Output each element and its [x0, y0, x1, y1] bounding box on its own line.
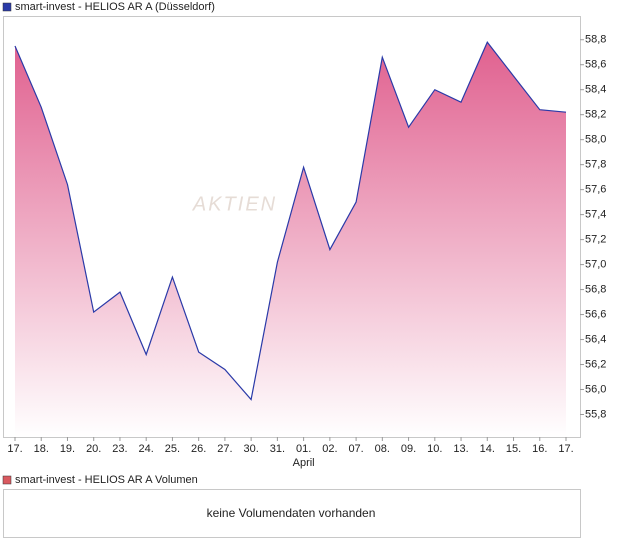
x-tick-label: 15. — [506, 443, 521, 455]
y-tick-label: 57,6 — [585, 184, 606, 196]
x-tick-label: 07. — [348, 443, 363, 455]
volume-box — [3, 489, 581, 538]
x-tick-label: 27. — [217, 443, 232, 455]
y-tick-label: 57,0 — [585, 259, 606, 271]
x-tick-label: 16. — [532, 443, 547, 455]
x-tick-label: 09. — [401, 443, 416, 455]
x-tick-label: 17. — [7, 443, 22, 455]
y-tick-label: 58,8 — [585, 34, 606, 46]
x-tick-label: 08. — [375, 443, 390, 455]
legend-label: smart-invest - HELIOS AR A Volumen — [15, 474, 198, 486]
x-tick-label: 18. — [34, 443, 49, 455]
legend-swatch — [2, 2, 12, 12]
x-tick-label: 20. — [86, 443, 101, 455]
x-tick-label: 19. — [60, 443, 75, 455]
y-tick-label: 58,0 — [585, 134, 606, 146]
y-tick-label: 56,6 — [585, 308, 606, 320]
watermark: AKTIEN — [192, 193, 277, 215]
y-tick-label: 56,2 — [585, 358, 606, 370]
x-tick-label: 25. — [165, 443, 180, 455]
y-tick-label: 57,2 — [585, 234, 606, 246]
y-tick-label: 57,4 — [585, 209, 606, 221]
legend-swatch — [2, 475, 12, 485]
line — [14, 41, 567, 401]
area — [15, 42, 566, 437]
x-tick-label: 17. — [558, 443, 573, 455]
x-tick-label: 14. — [480, 443, 495, 455]
y-tick-label: 58,2 — [585, 109, 606, 121]
x-tick-label: 26. — [191, 443, 206, 455]
x-tick-label: 13. — [453, 443, 468, 455]
y-tick-label: 58,6 — [585, 59, 606, 71]
y-tick-label: 57,8 — [585, 159, 606, 171]
y-tick-label: 56,0 — [585, 383, 606, 395]
x-tick-label: 23. — [112, 443, 127, 455]
x-annotation: April — [293, 457, 315, 469]
x-tick-label: 30. — [243, 443, 258, 455]
x-tick-label: 24. — [139, 443, 154, 455]
x-tick-label: 31. — [270, 443, 285, 455]
y-tick-label: 56,4 — [585, 333, 606, 345]
x-tick-label: 10. — [427, 443, 442, 455]
x-tick-label: 02. — [322, 443, 337, 455]
y-tick-label: 58,4 — [585, 84, 606, 96]
x-tick-label: 01. — [296, 443, 311, 455]
legend-label: smart-invest - HELIOS AR A (Düsseldorf) — [15, 1, 215, 13]
y-tick-label: 55,8 — [585, 408, 606, 420]
y-tick-label: 56,8 — [585, 283, 606, 295]
volume-message: keine Volumendaten vorhanden — [207, 506, 376, 520]
